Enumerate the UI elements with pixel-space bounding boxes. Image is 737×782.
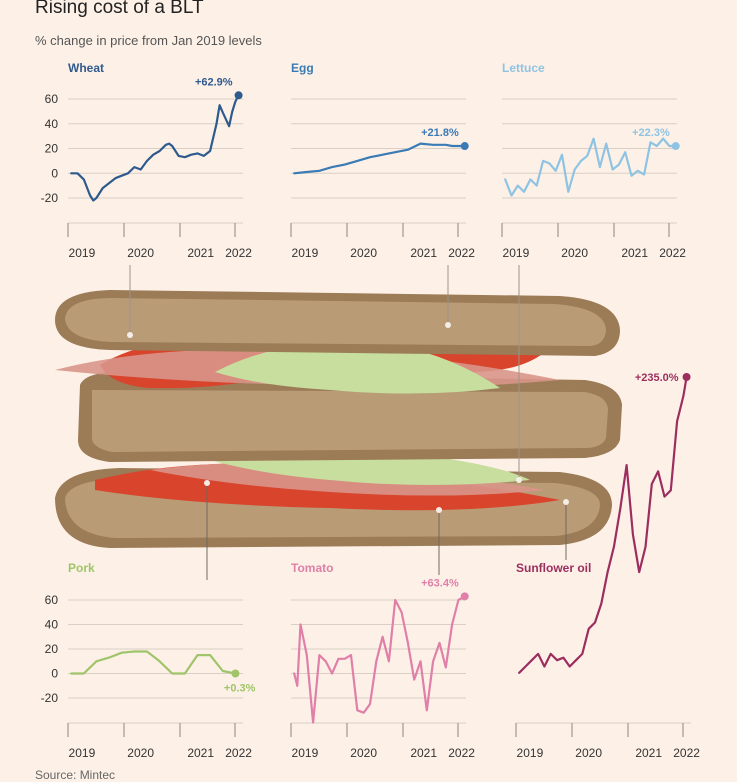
y-tick-label: 0: [51, 667, 58, 681]
lettuce-leader-dot: [516, 477, 522, 483]
series-end-label: +22.3%: [632, 127, 670, 139]
series-name: Lettuce: [502, 61, 545, 75]
x-tick-label: 2022: [673, 746, 700, 760]
oil-leader-dot: [563, 499, 569, 505]
series-end-point: [671, 142, 680, 151]
x-tick-label: 2022: [659, 246, 686, 260]
series-line: [70, 650, 237, 675]
x-tick-label: 2020: [127, 246, 154, 260]
series-name: Tomato: [291, 561, 333, 575]
x-tick-label: 2021: [621, 246, 648, 260]
panel-pork: 60 40 20 0 -20 2019 2020 2021 2022 Pork +0.3%: [41, 561, 256, 760]
series-end-label: +62.9%: [195, 76, 233, 88]
x-tick-label: 2021: [187, 746, 214, 760]
x-tick-label: 2020: [575, 746, 602, 760]
panel-egg: 2019 2020 2021 2022 Egg +21.8%: [290, 61, 475, 260]
panel-wheat: 60 40 20 0 -20 2019 2020 2021 2022 Wheat +62.9%: [41, 61, 253, 260]
series-name: Pork: [68, 561, 95, 575]
x-tick-label: 2022: [448, 246, 475, 260]
egg-leader-dot: [445, 322, 451, 328]
wheat-leader-dot: [127, 332, 133, 338]
y-tick-label: 20: [45, 642, 59, 656]
y-tick-label: 40: [45, 117, 59, 131]
x-tick-label: 2019: [292, 746, 319, 760]
x-tick-label: 2021: [187, 246, 214, 260]
series-end-point: [234, 91, 243, 100]
x-tick-label: 2020: [127, 746, 154, 760]
x-tick-label: 2021: [635, 746, 662, 760]
x-tick-label: 2019: [69, 746, 96, 760]
tomato-leader-dot: [436, 507, 442, 513]
x-tick-label: 2019: [292, 246, 319, 260]
panel-lettuce: 2019 2020 2021 2022 Lettuce +22.3%: [501, 61, 686, 260]
series-name: Wheat: [68, 61, 104, 75]
y-tick-label: 40: [45, 618, 59, 632]
chart-title: Rising cost of a BLT: [35, 0, 204, 18]
series-line: [293, 142, 466, 175]
series-name: Sunflower oil: [516, 561, 591, 575]
top-lettuce: [215, 341, 500, 394]
x-tick-label: 2021: [410, 246, 437, 260]
chart-source: Source: Mintec: [35, 768, 116, 782]
series-line: [293, 595, 466, 724]
series-name: Egg: [291, 61, 314, 75]
y-tick-label: 60: [45, 92, 59, 106]
series-end-label: +21.8%: [421, 127, 459, 139]
y-tick-label: 60: [45, 593, 59, 607]
series-line: [518, 375, 688, 674]
y-tick-label: 20: [45, 142, 59, 156]
x-tick-label: 2021: [410, 746, 437, 760]
series-end-label: +235.0%: [635, 372, 679, 384]
panel-tomato: 2019 2020 2021 2022 Tomato +63.4%: [290, 561, 475, 760]
pork-leader-dot: [204, 480, 210, 486]
y-tick-label: -20: [41, 691, 59, 705]
series-line: [504, 137, 677, 197]
y-tick-label: -20: [41, 191, 59, 205]
x-tick-label: 2020: [350, 746, 377, 760]
series-end-point: [460, 592, 469, 601]
series-end-label: +63.4%: [421, 577, 459, 589]
x-tick-label: 2020: [561, 246, 588, 260]
x-tick-label: 2022: [225, 746, 252, 760]
series-end-label: +0.3%: [224, 683, 256, 695]
middle-bread-crumb: [92, 390, 608, 452]
x-tick-label: 2019: [503, 246, 530, 260]
series-end-point: [460, 142, 469, 151]
top-bread-crumb: [65, 298, 606, 346]
panel-sunflower-oil: 2019 2020 2021 2022 Sunflower oil +235.0%: [515, 372, 700, 760]
series-end-point: [231, 669, 240, 678]
x-tick-label: 2020: [350, 246, 377, 260]
x-tick-label: 2022: [448, 746, 475, 760]
y-tick-label: 0: [51, 166, 58, 180]
chart-subtitle: % change in price from Jan 2019 levels: [35, 33, 262, 48]
sandwich-illustration: [55, 290, 622, 548]
x-tick-label: 2022: [225, 246, 252, 260]
x-tick-label: 2019: [69, 246, 96, 260]
series-line: [70, 94, 240, 202]
x-tick-label: 2019: [517, 746, 544, 760]
series-end-point: [682, 373, 691, 381]
